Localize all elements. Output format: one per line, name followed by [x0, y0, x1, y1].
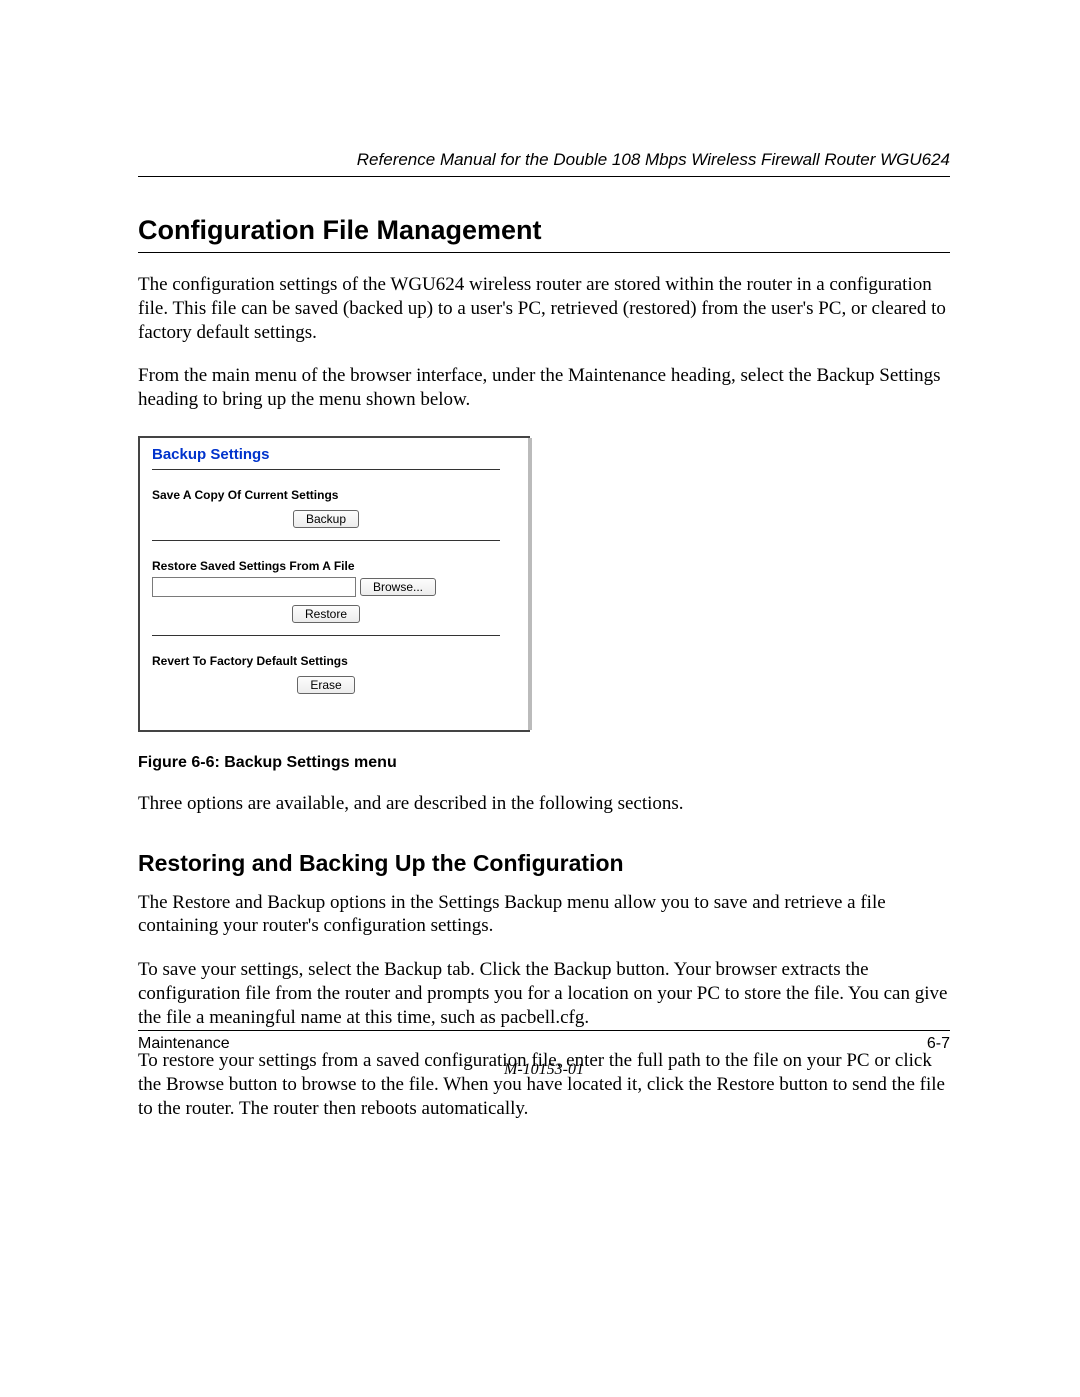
section-title: Configuration File Management	[138, 215, 950, 253]
footer-section-name: Maintenance	[138, 1035, 230, 1053]
backup-button[interactable]: Backup	[293, 510, 359, 528]
running-header: Reference Manual for the Double 108 Mbps…	[138, 150, 950, 177]
body-paragraph: The configuration settings of the WGU624…	[138, 273, 950, 344]
footer-page-number: 6-7	[927, 1035, 950, 1053]
restore-from-file-label: Restore Saved Settings From A File	[152, 559, 500, 573]
restore-button[interactable]: Restore	[292, 605, 360, 623]
body-paragraph: The Restore and Backup options in the Se…	[138, 891, 950, 939]
backup-settings-panel: Backup Settings Save A Copy Of Current S…	[138, 436, 530, 732]
browse-button[interactable]: Browse...	[360, 578, 436, 596]
save-copy-label: Save A Copy Of Current Settings	[152, 488, 500, 502]
revert-factory-label: Revert To Factory Default Settings	[152, 654, 500, 668]
panel-title: Backup Settings	[152, 444, 500, 470]
footer-doc-number: M-10153-01	[138, 1061, 950, 1079]
body-paragraph: From the main menu of the browser interf…	[138, 364, 950, 412]
figure-backup-settings: Backup Settings Save A Copy Of Current S…	[138, 436, 950, 772]
body-paragraph: To save your settings, select the Backup…	[138, 958, 950, 1029]
subsection-title: Restoring and Backing Up the Configurati…	[138, 850, 950, 877]
restore-file-input[interactable]	[152, 577, 356, 597]
page-footer: Maintenance 6-7 M-10153-01	[138, 1030, 950, 1079]
erase-button[interactable]: Erase	[297, 676, 354, 694]
body-paragraph: Three options are available, and are des…	[138, 792, 950, 816]
figure-caption: Figure 6-6: Backup Settings menu	[138, 754, 950, 772]
